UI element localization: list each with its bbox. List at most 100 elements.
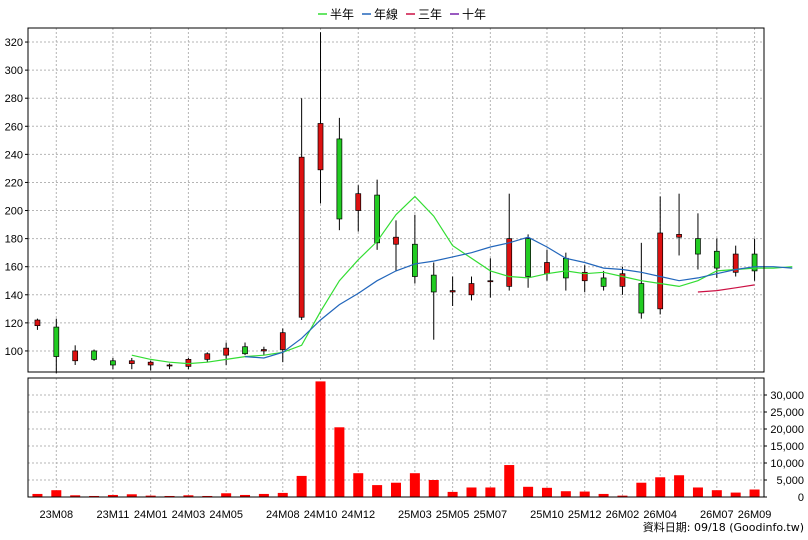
volume-panel-frame <box>27 377 765 498</box>
x-tick-label: 26M09 <box>738 509 772 521</box>
price-tick-label: 160 <box>5 262 23 274</box>
moving-average-lines <box>131 195 793 365</box>
volume-bar <box>523 486 534 497</box>
volume-bar <box>51 490 62 497</box>
volume-tick-label: 20,000 <box>770 424 804 436</box>
candle-body <box>562 257 569 279</box>
volume-bar <box>617 495 628 497</box>
volume-bar <box>428 480 439 497</box>
volume-bar <box>674 475 685 497</box>
candle-body <box>91 350 97 360</box>
volume-bar <box>32 493 43 497</box>
candle-body <box>128 360 135 364</box>
x-tick-label: 25M12 <box>568 509 602 521</box>
volume-bar <box>89 495 100 497</box>
x-tick-label: 24M03 <box>172 509 206 521</box>
candle-body <box>412 243 418 277</box>
candle-body <box>336 138 343 220</box>
volume-tick-label: 30,000 <box>770 390 804 402</box>
volume-bar <box>655 477 666 497</box>
volume-bar <box>485 487 496 497</box>
price-tick-label: 140 <box>5 290 23 302</box>
volume-bar <box>70 495 81 497</box>
price-tick-label: 180 <box>5 234 23 246</box>
price-tick-label: 120 <box>5 318 23 330</box>
legend-label: 十年 <box>462 8 486 22</box>
volume-tick-label: 5,000 <box>776 475 804 487</box>
x-tick-label: 25M05 <box>436 509 470 521</box>
volume-bar <box>372 485 383 497</box>
volume-bar <box>107 494 118 497</box>
x-tick-label: 23M08 <box>39 509 73 521</box>
candle-body <box>204 353 211 360</box>
price-tick-label: 220 <box>5 177 23 189</box>
price-tick-label: 320 <box>5 37 23 49</box>
legend-label: 年線 <box>374 7 398 22</box>
volume-bar <box>391 482 401 497</box>
volume-bar <box>183 495 194 497</box>
volume-bar <box>466 487 477 497</box>
volume-bar <box>202 495 213 497</box>
candle-body <box>166 364 173 367</box>
price-tick-label: 300 <box>5 65 23 77</box>
volume-bar <box>560 491 571 497</box>
volume-bar <box>296 475 307 497</box>
candle-body <box>525 238 531 277</box>
volume-bar <box>164 495 175 497</box>
x-tick-label: 25M03 <box>398 509 432 521</box>
volume-bar <box>334 427 345 497</box>
candle-body <box>430 274 437 293</box>
candlesticks <box>34 32 758 374</box>
candle-body <box>147 361 154 366</box>
candle-body <box>449 290 456 293</box>
volume-bar <box>730 492 741 497</box>
price-tick-label: 280 <box>5 93 23 105</box>
candle-body <box>374 194 380 244</box>
candle-body <box>317 123 324 171</box>
x-tick-label: 26M07 <box>700 509 734 521</box>
volume-bar <box>598 493 609 497</box>
candle-body <box>506 238 513 287</box>
volume-bar <box>711 490 722 497</box>
price-tick-label: 100 <box>5 346 23 358</box>
candle-body <box>732 253 739 273</box>
volume-tick-label: 15,000 <box>770 441 804 453</box>
volume-bar <box>541 487 552 497</box>
ma-line <box>244 236 793 359</box>
volume-tick-label: 25,000 <box>770 407 804 419</box>
legend-label: 三年 <box>418 8 442 22</box>
volume-bar <box>258 493 269 497</box>
volume-bars <box>32 381 760 497</box>
volume-bar <box>636 482 647 497</box>
candle-body <box>676 234 682 238</box>
candle-body <box>487 280 494 283</box>
candle-body <box>695 238 701 255</box>
x-axis: 23M08 23M11 24M01 24M03 24M05 24M08 24M10 24M12… <box>39 509 771 521</box>
x-tick-label: 24M08 <box>266 509 300 521</box>
volume-bar <box>221 493 232 497</box>
candle-body <box>72 350 79 362</box>
x-tick-label: 25M10 <box>530 509 564 521</box>
volume-bar <box>692 487 703 497</box>
volume-bar <box>409 473 420 497</box>
candle-body <box>34 319 41 327</box>
volume-bar <box>504 465 515 497</box>
x-tick-label: 26M04 <box>643 509 677 521</box>
volume-bar <box>277 492 288 497</box>
candle-body <box>393 236 399 245</box>
x-tick-label: 24M10 <box>304 509 338 521</box>
candle-body <box>751 253 758 272</box>
volume-bar <box>447 491 458 497</box>
volume-tick-label: 10,000 <box>770 458 804 470</box>
data-date-label: 資料日期: 09/18 (Goodinfo.tw) <box>643 520 804 534</box>
volume-axis: 0 5,000 10,000 15,000 20,000 25,000 30,000 <box>764 390 804 504</box>
candle-body <box>600 277 607 287</box>
ma-line <box>131 195 793 365</box>
candle-body <box>279 332 286 350</box>
candle-body <box>544 262 550 275</box>
volume-bar <box>353 473 364 497</box>
candle-body <box>468 283 475 296</box>
candle-body <box>638 283 645 314</box>
volume-bar <box>145 495 156 497</box>
